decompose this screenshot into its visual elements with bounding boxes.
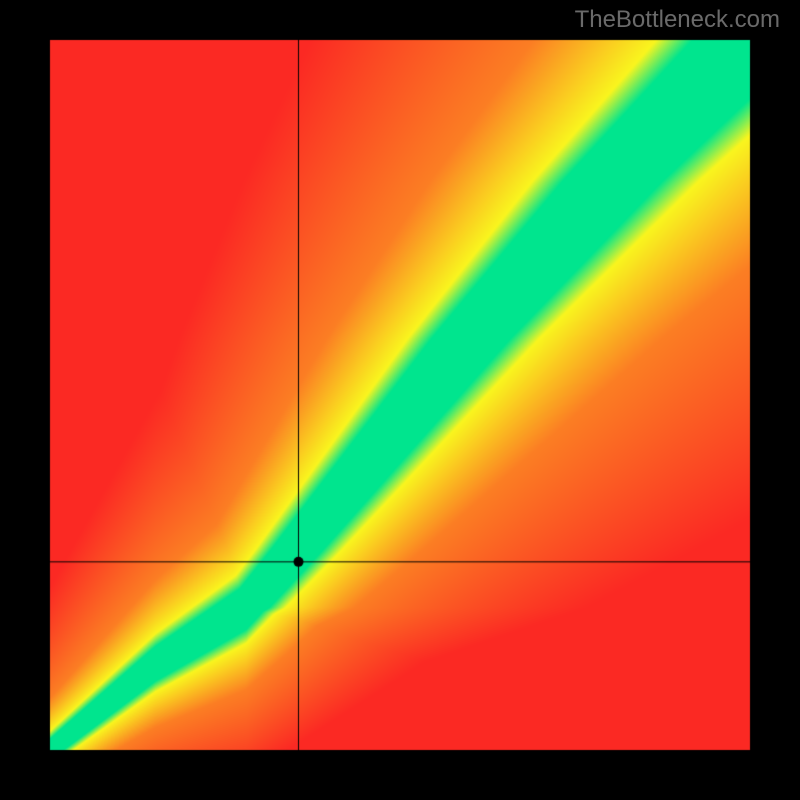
- watermark-text: TheBottleneck.com: [575, 6, 780, 34]
- heatmap-canvas: [0, 0, 800, 800]
- chart-container: TheBottleneck.com: [0, 0, 800, 800]
